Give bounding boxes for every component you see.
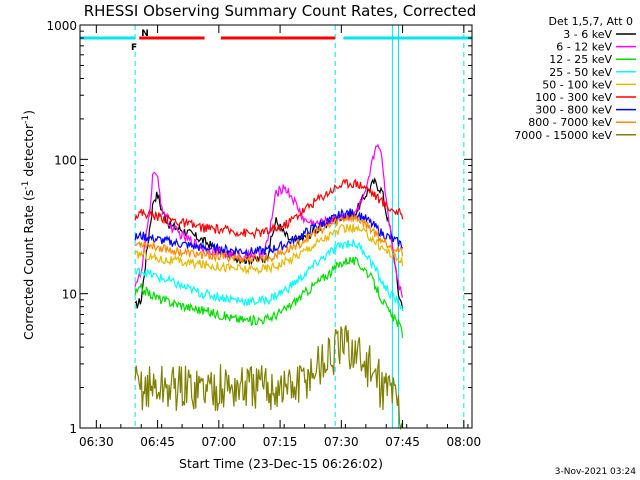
x-tick-label-4: 07:30 — [324, 435, 359, 449]
footer-date: 3-Nov-2021 03:24 — [555, 467, 637, 477]
x-tick-label-3: 07:15 — [263, 435, 298, 449]
series-line-1 — [134, 143, 404, 298]
legend-label-7: 800 - 7000 keV — [528, 116, 612, 129]
y-tick-label-1: 10 — [62, 288, 77, 302]
legend-label-8: 7000 - 15000 keV — [514, 129, 612, 142]
series-line-2 — [134, 256, 404, 338]
legend-label-0: 3 - 6 keV — [563, 28, 612, 41]
series-line-7 — [134, 213, 404, 264]
plot-area: FN — [79, 25, 472, 431]
plot-frame — [79, 24, 473, 429]
y-tick-label-2: 100 — [54, 153, 77, 167]
legend-label-5: 100 - 300 keV — [535, 91, 612, 104]
series-line-5 — [134, 178, 404, 240]
series-line-4 — [134, 223, 404, 276]
legend-label-4: 50 - 100 keV — [542, 78, 612, 91]
legend-label-2: 12 - 25 keV — [549, 53, 612, 66]
x-tick-label-5: 07:45 — [385, 435, 420, 449]
series-line-6 — [134, 208, 404, 258]
legend-label-3: 25 - 50 keV — [549, 66, 612, 79]
y-tick-label-3: 1000 — [46, 19, 77, 33]
series-line-8 — [134, 325, 404, 431]
x-axis-label: Start Time (23-Dec-15 06:26:02) — [179, 456, 383, 471]
series-line-3 — [134, 239, 404, 311]
y-tick-label-0: 1 — [69, 422, 77, 436]
state-bar-label-1: F — [131, 43, 137, 53]
x-tick-label-6: 08:00 — [447, 435, 482, 449]
y-axis-label: Corrected Count Rate (s-1 detector-1) — [21, 110, 36, 340]
axes: 06:30 06:45 07:00 07:15 07:30 07:45 08:00 1 10 10… — [46, 19, 481, 449]
x-tick-label-1: 06:45 — [140, 435, 175, 449]
x-tick-label-2: 07:00 — [202, 435, 237, 449]
x-tick-label-0: 06:30 — [79, 435, 114, 449]
series-line-0 — [134, 176, 404, 311]
legend-label-1: 6 - 12 keV — [556, 41, 612, 54]
legend-header: Det 1,5,7, Att 0 — [549, 15, 633, 28]
legend-label-6: 300 - 800 keV — [535, 104, 612, 117]
night-flag-label: N — [141, 29, 149, 39]
chart-title: RHESSI Observing Summary Count Rates, Co… — [84, 2, 477, 20]
